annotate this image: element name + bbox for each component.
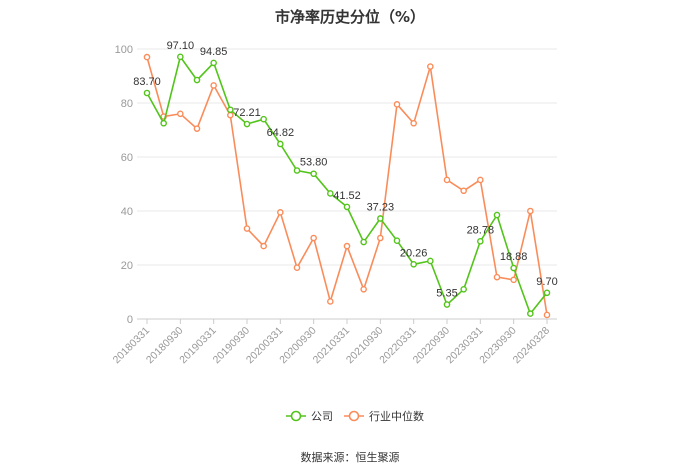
data-point bbox=[377, 234, 384, 242]
data-label: 72.21 bbox=[233, 107, 261, 119]
data-point bbox=[360, 238, 367, 246]
data-point bbox=[493, 273, 501, 281]
data-point bbox=[460, 285, 467, 293]
legend-item[interactable]: 公司 bbox=[286, 410, 333, 423]
legend-label: 行业中位数 bbox=[369, 409, 424, 423]
data-point bbox=[327, 298, 334, 305]
data-point bbox=[343, 242, 351, 250]
y-axis: 0 20 40 60 80 100 bbox=[115, 44, 133, 326]
data-point bbox=[177, 53, 184, 61]
data-point bbox=[393, 237, 401, 244]
y-tick-label: 100 bbox=[115, 44, 133, 56]
data-label: 28.78 bbox=[467, 224, 495, 236]
data-point bbox=[310, 234, 317, 242]
data-label: 18.88 bbox=[500, 251, 528, 263]
data-point bbox=[227, 106, 234, 114]
data-label: 41.52 bbox=[333, 190, 361, 202]
legend-marker bbox=[348, 410, 360, 422]
legend-item[interactable]: 行业中位数 bbox=[344, 409, 424, 423]
data-point bbox=[477, 237, 484, 245]
data-point bbox=[160, 119, 167, 127]
data-point bbox=[527, 310, 534, 317]
chart-title: 市净率历史分位（%） bbox=[275, 8, 425, 26]
series-line bbox=[146, 56, 548, 316]
data-point bbox=[360, 285, 367, 293]
source-note: 数据来源：恒生聚源 bbox=[301, 450, 400, 464]
series-line bbox=[146, 54, 548, 316]
data-point bbox=[143, 53, 151, 61]
data-point bbox=[427, 257, 434, 265]
data-point bbox=[293, 167, 301, 174]
data-point bbox=[243, 225, 251, 232]
legend-marker bbox=[290, 410, 302, 422]
data-point bbox=[277, 209, 284, 216]
data-point bbox=[443, 176, 451, 184]
y-tick-label: 20 bbox=[121, 260, 133, 272]
data-point bbox=[260, 115, 267, 123]
y-tick-label: 80 bbox=[121, 98, 133, 110]
data-point bbox=[377, 215, 384, 222]
data-point bbox=[543, 289, 551, 297]
series-lines bbox=[143, 53, 551, 319]
data-label: 5.35 bbox=[436, 288, 457, 300]
data-point bbox=[327, 190, 334, 197]
data-point bbox=[210, 59, 217, 67]
data-point bbox=[543, 311, 551, 319]
data-point bbox=[210, 82, 217, 89]
data-label: 94.85 bbox=[200, 46, 228, 58]
data-label: 9.70 bbox=[536, 276, 557, 288]
data-label: 37.23 bbox=[367, 201, 395, 213]
x-tick-label: 20240328 bbox=[511, 325, 553, 367]
data-point bbox=[193, 125, 201, 132]
data-point bbox=[227, 111, 234, 119]
data-label: 83.70 bbox=[133, 76, 161, 88]
data-point bbox=[277, 140, 284, 148]
data-point bbox=[493, 211, 501, 219]
data-label: 53.80 bbox=[300, 157, 328, 169]
data-point bbox=[260, 242, 267, 250]
y-tick-label: 40 bbox=[121, 206, 133, 218]
data-point bbox=[460, 187, 467, 195]
x-axis: 2018033120180930201903312019093020200331… bbox=[111, 319, 553, 367]
data-point bbox=[393, 101, 401, 108]
data-point bbox=[243, 120, 251, 128]
y-tick-label: 0 bbox=[127, 314, 133, 326]
data-point bbox=[427, 63, 434, 70]
data-point bbox=[510, 264, 517, 272]
data-point bbox=[293, 264, 301, 272]
y-tick-label: 60 bbox=[121, 152, 133, 164]
data-point bbox=[193, 76, 201, 84]
data-label: 64.82 bbox=[267, 127, 295, 139]
data-point bbox=[410, 119, 417, 127]
data-point bbox=[477, 176, 484, 184]
data-point bbox=[177, 110, 184, 118]
data-point bbox=[143, 89, 151, 97]
data-label: 20.26 bbox=[400, 247, 428, 259]
data-labels: 83.70 97.10 94.85 72.21 64.82 53.80 41.52 37.23… bbox=[133, 40, 557, 300]
data-point bbox=[510, 276, 517, 284]
legend[interactable]: 公司 行业中位数 bbox=[286, 409, 424, 423]
data-point bbox=[343, 203, 351, 211]
data-point bbox=[443, 301, 451, 308]
legend-label: 公司 bbox=[311, 410, 333, 423]
data-point bbox=[527, 207, 534, 215]
data-point bbox=[410, 260, 417, 268]
data-point bbox=[310, 170, 317, 178]
data-label: 97.10 bbox=[167, 40, 195, 52]
